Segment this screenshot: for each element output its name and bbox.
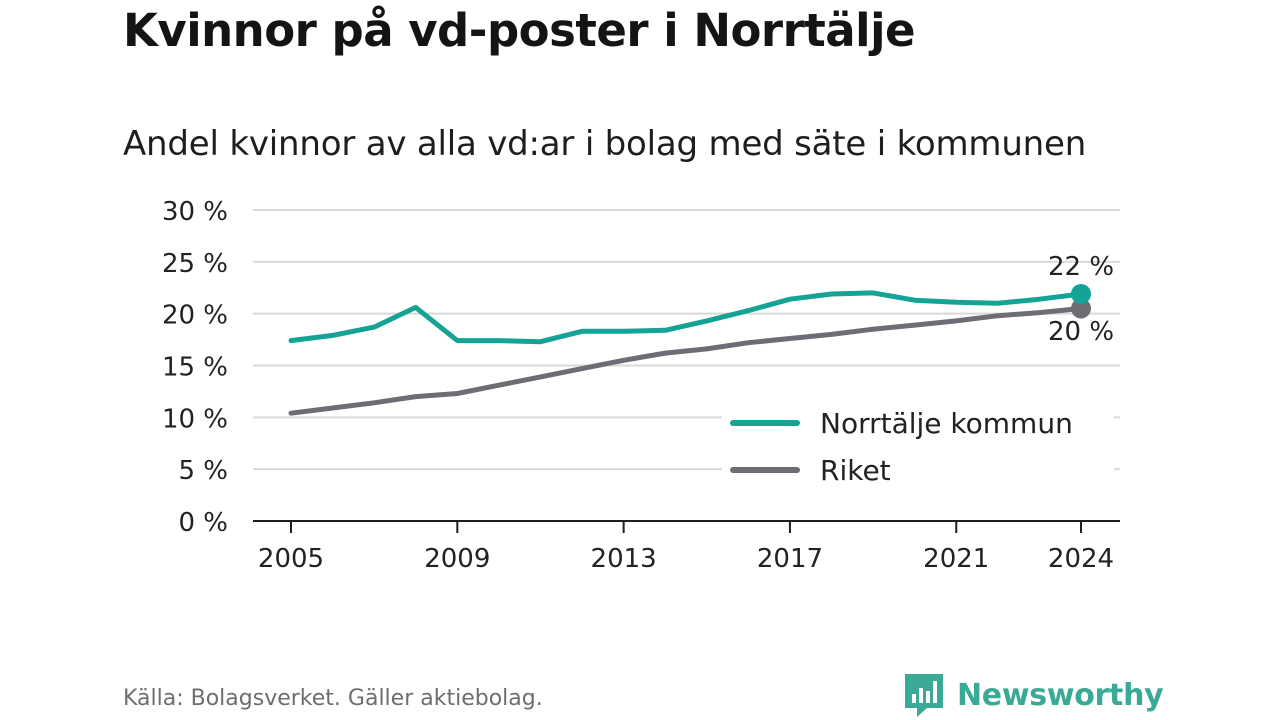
y-tick-label: 25 %	[162, 249, 228, 279]
series-line-riket	[288, 306, 1084, 416]
end-label-riket: 20 %	[1048, 317, 1114, 347]
chart-subtitle: Andel kvinnor av alla vd:ar i bolag med …	[123, 124, 1087, 164]
x-tick-label: 2021	[923, 544, 989, 574]
y-tick-label: 5 %	[178, 456, 228, 486]
y-tick-label: 15 %	[162, 353, 228, 383]
x-tick-label: 2017	[757, 544, 823, 574]
series-line-norrtälje-kommun	[288, 290, 1084, 345]
y-tick-label: 20 %	[162, 301, 228, 331]
series-endpoint-norrtälje-kommun	[1071, 283, 1091, 304]
x-tick-label: 2005	[258, 544, 324, 574]
legend-label: Norrtälje kommun	[820, 407, 1073, 440]
x-tick-label: 2009	[424, 544, 490, 574]
series-endpoint-riket	[1071, 298, 1091, 319]
x-tick-label: 2013	[591, 544, 657, 574]
x-tick-label: 2024	[1048, 544, 1114, 574]
y-tick-label: 30 %	[162, 197, 228, 227]
y-tick-label: 0 %	[178, 508, 228, 538]
source-note: Källa: Bolagsverket. Gäller aktiebolag.	[123, 686, 543, 711]
y-tick-label: 10 %	[162, 404, 228, 434]
end-label-norrtalje: 22 %	[1048, 252, 1114, 282]
legend-label: Riket	[820, 454, 891, 487]
newsworthy-logo-icon	[905, 674, 943, 717]
brand-logo[interactable]: Newsworthy	[903, 672, 1164, 718]
brand-name: Newsworthy	[957, 677, 1164, 713]
chart-title: Kvinnor på vd-poster i Norrtälje	[123, 4, 916, 57]
